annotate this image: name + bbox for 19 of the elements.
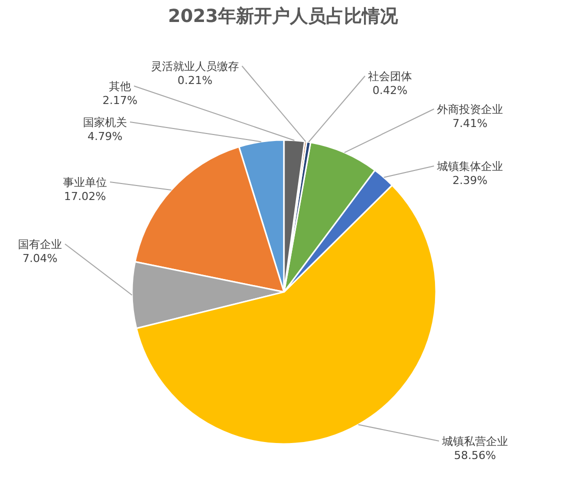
- data-label: 7.41%: [452, 117, 488, 130]
- slice-label: 社会团体: [368, 70, 412, 83]
- slice-label: 城镇集体企业: [436, 160, 503, 173]
- data-label: 4.79%: [88, 130, 122, 143]
- slice-label: 国家机关: [83, 116, 127, 129]
- slice-label: 国有企业: [18, 238, 62, 251]
- slice-label: 城镇私营企业: [441, 435, 508, 448]
- slice-label: 事业单位: [63, 176, 107, 189]
- data-label: 17.02%: [64, 190, 106, 203]
- data-label: 58.56%: [454, 449, 496, 462]
- slice-label: 其他: [109, 80, 131, 93]
- slice-label: 灵活就业人员缴存: [151, 60, 239, 73]
- data-label: 2.17%: [102, 94, 138, 107]
- chart-title: 2023年新开户人员占比情况: [168, 6, 400, 27]
- data-label: 2.39%: [452, 174, 488, 187]
- data-label: 7.04%: [22, 252, 58, 265]
- data-label: 0.42%: [372, 84, 408, 97]
- data-label: 0.21%: [178, 74, 212, 87]
- slice-label: 外商投资企业: [437, 103, 503, 116]
